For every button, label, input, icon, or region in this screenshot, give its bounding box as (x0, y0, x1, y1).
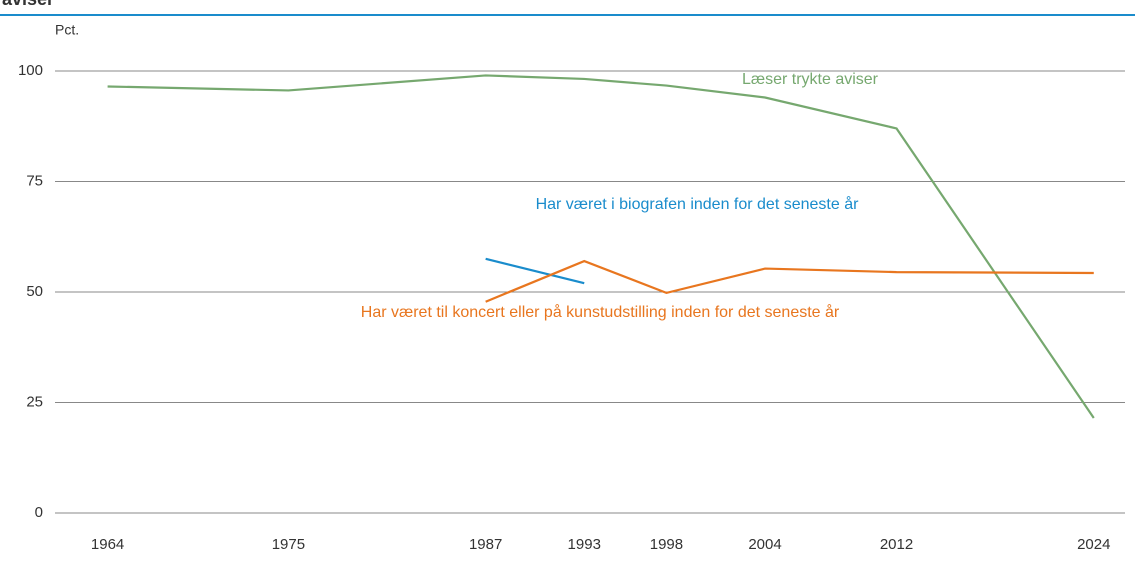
y-tick-label: 25 (26, 393, 43, 410)
series-label: Læser trykte aviser (742, 71, 879, 88)
x-tick-label: 1964 (91, 536, 124, 553)
series-label: Har været i biografen inden for det sene… (536, 195, 860, 213)
x-tick-label: 2012 (880, 536, 913, 553)
x-tick-label: 1987 (469, 536, 502, 553)
x-tick-label: 1975 (272, 536, 305, 553)
y-tick-label: 100 (18, 62, 43, 79)
y-axis-label: Pct. (55, 22, 79, 38)
series-label: Har været til koncert eller på kunstudst… (361, 303, 840, 321)
y-tick-label: 75 (26, 172, 43, 189)
chart-title: aviser (2, 0, 54, 9)
series-line (107, 74, 1095, 419)
x-tick-label: 1993 (568, 536, 601, 553)
x-tick-label: 2024 (1077, 536, 1110, 553)
x-tick-label: 1998 (650, 536, 683, 553)
y-tick-label: 50 (26, 283, 43, 300)
y-tick-label: 0 (35, 504, 43, 521)
series-line (485, 259, 1094, 303)
x-tick-label: 2004 (748, 536, 781, 553)
